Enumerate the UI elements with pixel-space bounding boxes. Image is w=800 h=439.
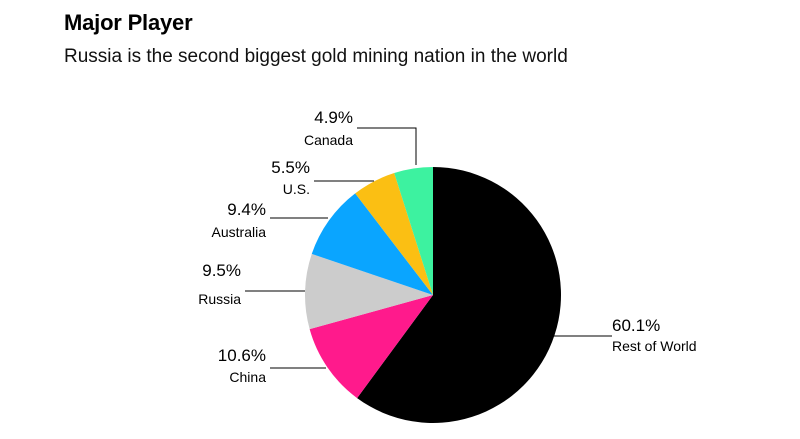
pie-slice-australia [311, 193, 433, 295]
data-label-canada-name: Canada [304, 132, 353, 148]
pie-slice-china [309, 295, 433, 399]
data-label-rest-of-world-name: Rest of World [612, 338, 697, 354]
data-label-australia-name: Australia [212, 224, 267, 240]
data-label-russia-percent: 9.5% [202, 261, 241, 280]
pie-slice-russia [305, 253, 433, 330]
pie-slices [305, 167, 561, 424]
chart-subtitle: Russia is the second biggest gold mining… [64, 46, 568, 67]
data-label-canada-percent: 4.9% [314, 108, 353, 127]
data-label-rest-of-world-percent: 60.1% [612, 316, 660, 335]
data-label-russia-name: Russia [198, 291, 241, 307]
chart-title: Major Player [64, 10, 193, 35]
pie-slice-rest-of-world [357, 167, 561, 424]
slice-labels: 60.1% Rest of World 10.6% China 9.5% Russia 9.… [198, 108, 696, 385]
data-label-u-s-name: U.S. [283, 181, 310, 197]
data-label-u-s-percent: 5.5% [271, 158, 310, 177]
data-label-australia-percent: 9.4% [227, 200, 266, 219]
pie-slice-u-s [355, 173, 433, 295]
data-label-china-percent: 10.6% [218, 346, 266, 365]
leader-line-canada [357, 127, 417, 165]
data-label-china-name: China [229, 369, 266, 385]
leader-lines [245, 127, 612, 369]
pie-slice-canada [394, 167, 433, 295]
